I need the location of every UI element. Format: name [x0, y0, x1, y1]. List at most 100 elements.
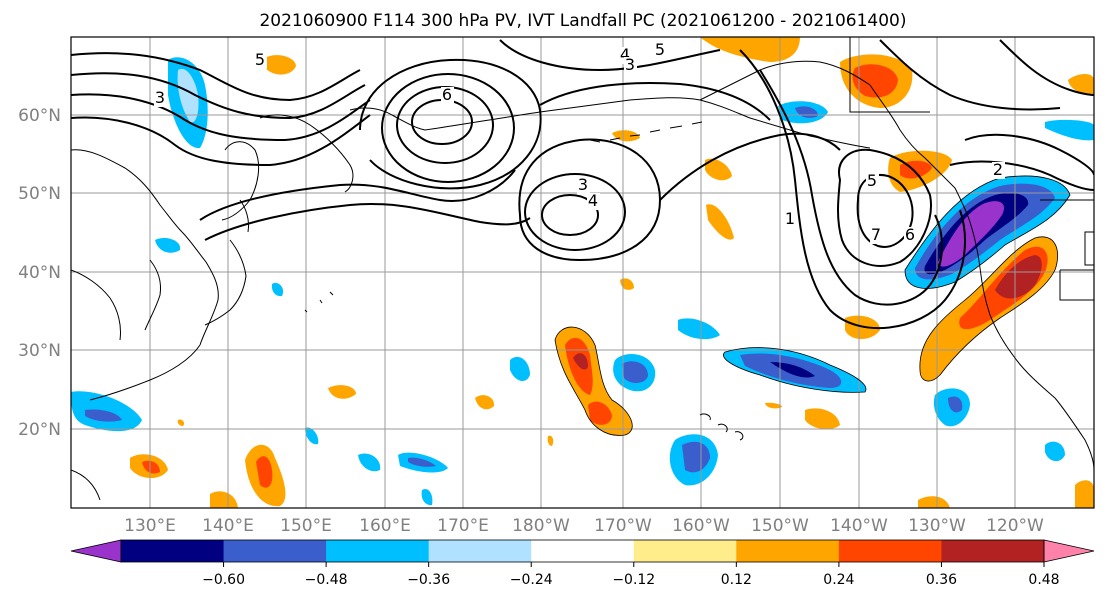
contour-label-background: [441, 87, 454, 104]
positive-anomaly-region: [706, 204, 734, 240]
colorbar-segment: [223, 540, 327, 562]
latitude-tick-label: 50°N: [18, 184, 61, 204]
contour-label-background: [577, 177, 590, 194]
latitude-tick-label: 60°N: [18, 106, 61, 126]
longitude-tick-label: 140°E: [202, 516, 254, 536]
colorbar-segment: [736, 540, 840, 562]
contour-label: 1: [785, 209, 795, 228]
latitude-tick-label: 40°N: [18, 263, 61, 283]
contour-label-background: [254, 52, 267, 69]
contour-label: 3: [625, 55, 635, 74]
negative-anomaly-region: [271, 282, 284, 297]
negative-anomaly-region: [85, 409, 122, 422]
negative-anomaly-region: [622, 361, 648, 384]
longitude-tick-label: 130°W: [908, 516, 966, 536]
positive-anomaly-region: [995, 255, 1042, 299]
positive-anomaly-region: [573, 353, 588, 370]
positive-anomaly-region: [1075, 480, 1094, 508]
positive-anomaly-region: [256, 456, 273, 488]
positive-anomaly-region: [475, 395, 495, 410]
colorbar-segment: [941, 540, 1045, 562]
negative-anomaly-region: [305, 427, 319, 445]
longitude-tick-label: 140°W: [830, 516, 888, 536]
contour-label-background: [870, 227, 883, 244]
contour-label-background: [654, 42, 667, 59]
longitude-tick-label: 150°W: [751, 516, 809, 536]
contour-label: 4: [588, 191, 598, 210]
colorbar-segment: [428, 540, 532, 562]
longitude-tick-label: 120°W: [986, 516, 1044, 536]
contour-label-background: [992, 162, 1005, 179]
contour-label-background: [866, 173, 879, 190]
plot-title: 2021060900 F114 300 hPa PV, IVT Landfall…: [259, 11, 906, 31]
contour-label: 5: [867, 171, 877, 190]
colorbar-tick-label: 0.12: [721, 572, 752, 588]
negative-anomaly-region: [510, 356, 530, 382]
positive-anomaly-region: [805, 408, 840, 430]
negative-anomaly-region: [408, 457, 436, 467]
contour-label-background: [587, 193, 600, 210]
positive-anomaly-region: [1068, 74, 1094, 95]
longitude-tick-label: 170°E: [437, 516, 489, 536]
contour-label: 6: [905, 225, 915, 244]
negative-anomaly-region: [421, 488, 433, 506]
positive-anomaly-region: [700, 37, 800, 62]
contour-label-background: [784, 211, 797, 228]
shading-outlines: [554, 175, 1071, 436]
negative-anomaly-region: [177, 68, 199, 123]
latitude-tick-label: 20°N: [18, 420, 61, 440]
colorbar-frame: [120, 539, 1045, 563]
negative-anomaly-region: [678, 318, 720, 340]
contour-label: 5: [255, 50, 265, 69]
negative-anomaly-region: [770, 362, 815, 378]
shading-layer: [71, 37, 1094, 508]
longitude-tick-label: 160°E: [359, 516, 411, 536]
colorbar-tick-label: −0.36: [407, 572, 450, 588]
positive-anomaly-region: [328, 385, 356, 399]
negative-anomaly-region: [1045, 441, 1065, 462]
positive-anomaly-region: [142, 460, 160, 474]
contour-label-background: [154, 90, 167, 107]
negative-anomaly-region: [155, 238, 181, 253]
longitude-tick-label: 180°W: [512, 516, 570, 536]
contour-label: 3: [155, 88, 165, 107]
contour-label-background: [624, 57, 637, 74]
positive-anomaly-region: [705, 158, 732, 181]
negative-anomaly-region: [1045, 119, 1094, 141]
contour-label: 2: [993, 160, 1003, 179]
colorbar-extend-low: [70, 539, 122, 563]
positive-anomaly-region: [547, 435, 554, 446]
colorbar-tick-label: 0.36: [926, 572, 957, 588]
longitude-labels: 130°E 140°E 150°E 160°E 170°E 180°W 170°W 160°W…: [124, 516, 1044, 536]
longitude-tick-label: 170°W: [594, 516, 652, 536]
positive-anomaly-region: [177, 419, 185, 426]
colorbar-segment: [121, 540, 225, 562]
positive-anomaly-region: [765, 402, 782, 409]
contour-label: 6: [442, 85, 452, 104]
map-frame: [70, 36, 1095, 509]
latitude-labels: 60°N 50°N 40°N 30°N 20°N: [18, 106, 61, 440]
negative-anomaly-region: [948, 396, 963, 413]
positive-anomaly-region: [918, 496, 950, 508]
colorbar-segment: [531, 540, 635, 562]
colorbar-extend-high: [1043, 539, 1095, 563]
contour-label: 3: [578, 175, 588, 194]
pv-contours: [71, 39, 1094, 330]
colorbar-tick-label: 0.48: [1028, 572, 1059, 588]
positive-anomaly-region: [852, 64, 898, 98]
negative-anomaly-region: [938, 201, 1005, 267]
latitude-tick-label: 30°N: [18, 341, 61, 361]
contour-label-background: [904, 227, 917, 244]
colorbar-segment: [633, 540, 737, 562]
contour-label: 5: [655, 40, 665, 59]
positive-anomaly-region: [210, 491, 238, 508]
colorbar-tick-label: −0.12: [612, 572, 655, 588]
negative-anomaly-region: [682, 441, 710, 473]
colorbar-tick-label: −0.24: [510, 572, 553, 588]
contour-label: 7: [871, 225, 881, 244]
longitude-tick-label: 160°W: [672, 516, 730, 536]
colorbar-tick-label: −0.60: [202, 572, 245, 588]
